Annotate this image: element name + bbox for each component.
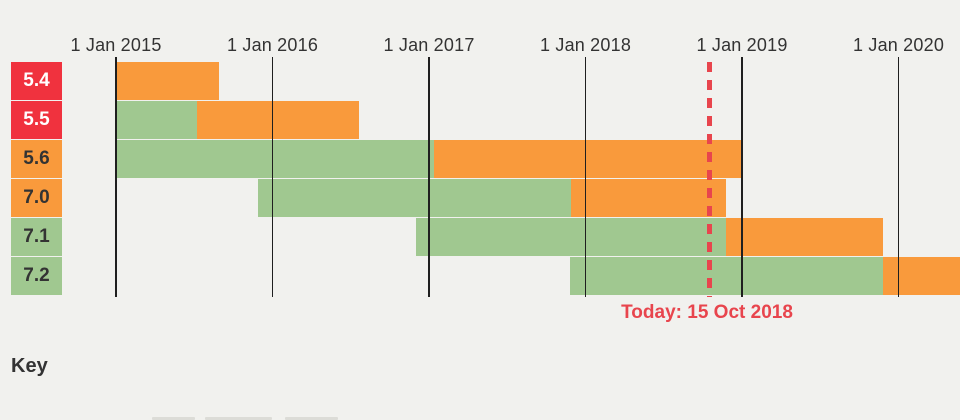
today-marker-line (706, 62, 712, 297)
version-label-7.2: 7.2 (11, 257, 62, 295)
bar-security-7.1 (726, 218, 883, 256)
version-label-5.4: 5.4 (11, 62, 62, 100)
bar-security-7.2 (882, 257, 960, 295)
version-label-5.6: 5.6 (11, 140, 62, 178)
bar-active-7.1 (416, 218, 727, 256)
version-label-7.0: 7.0 (11, 179, 62, 217)
bar-active-5.5 (116, 101, 198, 139)
bar-security-5.5 (197, 101, 359, 139)
year-gridline-2019 (741, 57, 743, 297)
cutoff-text-remnant-1 (205, 417, 272, 420)
year-tick-label-2017: 1 Jan 2017 (383, 35, 475, 55)
year-gridline-2018 (584, 57, 587, 297)
year-gridline-2020 (897, 57, 900, 297)
bar-security-5.4 (116, 62, 220, 100)
bar-active-5.6 (116, 140, 434, 178)
cutoff-text-remnant-0 (152, 417, 195, 420)
year-tick-label-2018: 1 Jan 2018 (539, 35, 632, 55)
year-gridline-2016 (271, 57, 274, 297)
year-tick-label-2015: 1 Jan 2015 (70, 35, 162, 55)
bar-active-7.2 (569, 257, 883, 295)
year-tick-label-2019: 1 Jan 2019 (696, 35, 788, 55)
year-tick-label-2016: 1 Jan 2016 (226, 35, 319, 55)
bar-security-5.6 (433, 140, 742, 178)
bar-security-7.0 (571, 179, 727, 217)
year-tick-label-2020: 1 Jan 2020 (852, 35, 945, 55)
year-gridline-2017 (428, 57, 430, 297)
year-gridline-2015 (115, 57, 117, 297)
version-label-5.5: 5.5 (11, 101, 62, 139)
bar-active-7.0 (258, 179, 572, 217)
today-label: Today: 15 Oct 2018 (621, 302, 793, 323)
version-label-7.1: 7.1 (11, 218, 62, 256)
key-heading: Key (11, 355, 48, 377)
cutoff-text-remnant-2 (285, 417, 338, 420)
